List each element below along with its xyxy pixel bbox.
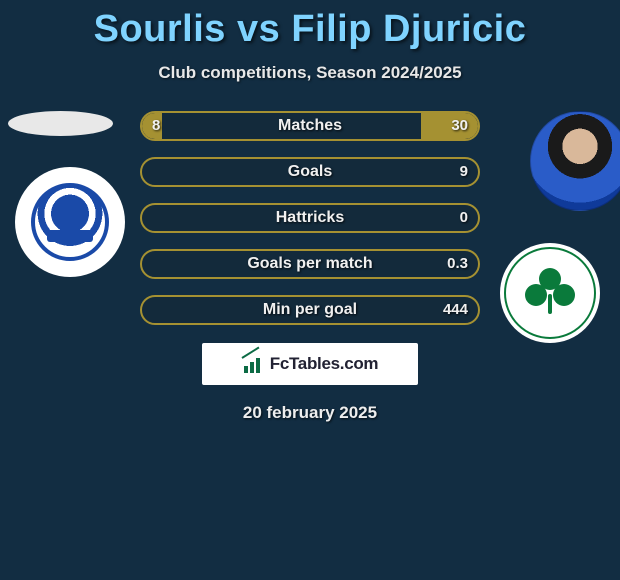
club-left-badge [15,167,125,277]
stat-label: Goals per match [142,251,478,277]
bar-chart-icon [242,355,264,373]
stat-value-right: 444 [443,297,468,323]
snapshot-date: 20 february 2025 [0,403,620,423]
player-left-avatar [8,111,113,136]
club-right-badge [500,243,600,343]
source-logo-text: FcTables.com [270,354,379,374]
stat-row: Goals9 [140,157,480,187]
stat-label: Matches [142,113,478,139]
club-left-emblem-icon [31,183,109,261]
stat-value-right: 0 [460,205,468,231]
stat-row: 8Matches30 [140,111,480,141]
stat-label: Min per goal [142,297,478,323]
stat-value-right: 9 [460,159,468,185]
stat-row: Hattricks0 [140,203,480,233]
page-subtitle: Club competitions, Season 2024/2025 [0,63,620,83]
stat-label: Goals [142,159,478,185]
source-logo: FcTables.com [202,343,418,385]
stats-list: 8Matches30 Goals9 Hattricks0 Goals per matc… [140,111,480,341]
stat-row: Goals per match0.3 [140,249,480,279]
clover-icon [527,270,573,316]
stat-row: Min per goal444 [140,295,480,325]
page-title: Sourlis vs Filip Djuricic [0,0,620,51]
stat-label: Hattricks [142,205,478,231]
stat-value-right: 30 [451,113,468,139]
stat-value-right: 0.3 [447,251,468,277]
player-right-avatar [530,111,620,211]
